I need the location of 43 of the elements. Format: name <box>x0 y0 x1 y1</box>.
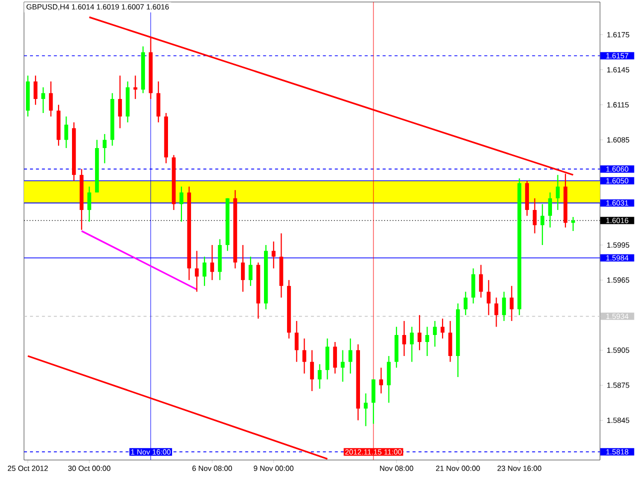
candlestick <box>464 291 468 316</box>
candlestick <box>348 338 352 374</box>
candlestick <box>310 350 314 392</box>
candlestick <box>34 75 38 106</box>
candlestick <box>118 75 122 129</box>
candlestick <box>548 192 552 228</box>
candlestick <box>210 244 214 281</box>
candlestick <box>556 174 560 211</box>
candlestick <box>502 291 506 322</box>
candlestick <box>410 326 414 362</box>
candlestick <box>272 240 276 269</box>
candlestick <box>156 80 160 123</box>
candlestick <box>425 326 430 357</box>
candlestick <box>333 341 337 374</box>
candlestick <box>87 186 92 222</box>
candlestick <box>432 320 437 348</box>
candlestick <box>532 198 537 234</box>
candlestick <box>294 320 299 362</box>
candlestick <box>540 204 544 246</box>
candlestick <box>448 320 452 362</box>
candlestick <box>48 80 53 118</box>
candlestick <box>41 86 46 114</box>
candlestick <box>418 314 422 351</box>
candlestick <box>302 338 306 374</box>
candlestick <box>372 378 376 424</box>
candlestick <box>202 256 206 286</box>
candlestick <box>440 318 444 340</box>
candlestick <box>571 216 576 232</box>
candlestick <box>325 338 330 380</box>
candlestick <box>494 297 498 328</box>
candlestick <box>102 133 107 164</box>
candlestick <box>248 256 252 286</box>
candlestick <box>64 116 68 149</box>
candlestick <box>402 320 406 357</box>
candlestick <box>486 280 491 316</box>
candlestick <box>510 285 514 322</box>
candlestick <box>386 355 391 404</box>
candlestick <box>318 364 322 390</box>
candlestick <box>479 264 483 298</box>
candlestick <box>180 186 184 222</box>
candlestick <box>471 268 476 304</box>
candlestick <box>240 244 245 292</box>
candlestick <box>379 367 384 394</box>
